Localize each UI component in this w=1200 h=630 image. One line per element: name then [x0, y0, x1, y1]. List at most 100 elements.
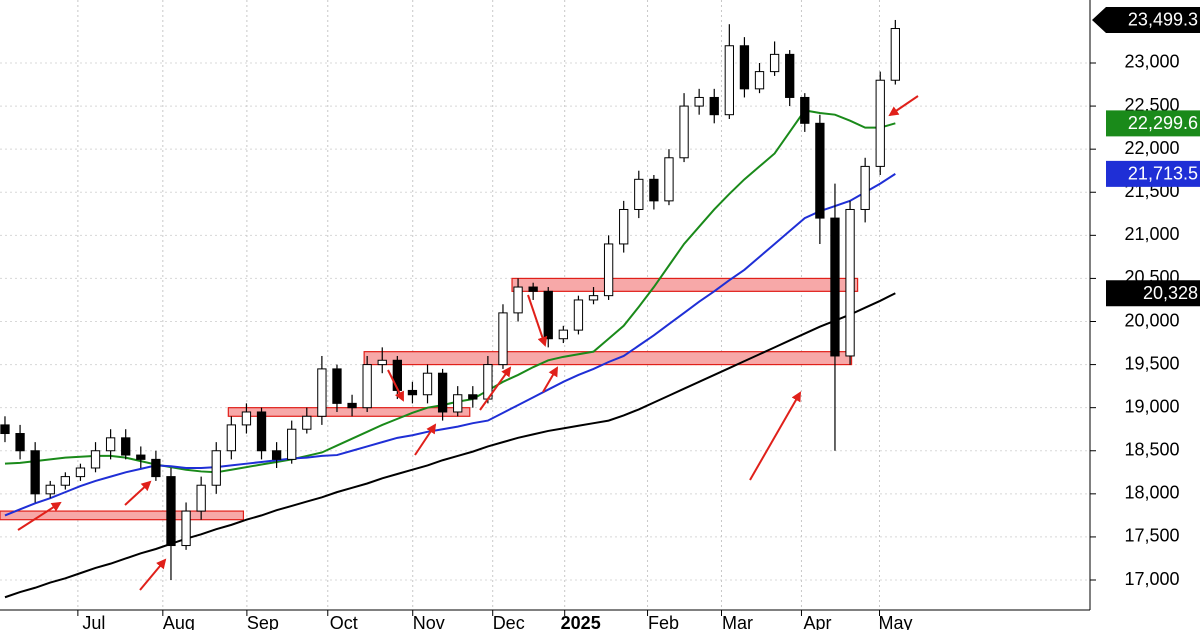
y-tick-label: 17,000: [1124, 569, 1179, 589]
candle-body: [347, 402, 357, 409]
candle-body: [60, 476, 70, 486]
candle-body: [151, 458, 161, 478]
candle-body: [392, 359, 402, 391]
candle-body: [407, 389, 418, 396]
candle-body: [196, 484, 206, 512]
candle-body: [890, 28, 900, 81]
candle-body: [271, 450, 282, 460]
candle-body: [136, 454, 146, 460]
x-tick-label: Sep: [247, 613, 279, 630]
candle-body: [30, 450, 40, 495]
candle-body: [211, 450, 221, 486]
candle-body: [815, 122, 825, 219]
candle-body: [603, 243, 614, 297]
x-tick-label: Dec: [493, 613, 525, 630]
candle-body: [437, 372, 448, 413]
candle-body: [694, 96, 704, 107]
candle-body: [573, 299, 584, 331]
y-tick-label: 23,000: [1124, 52, 1179, 72]
candle-body: [241, 411, 252, 426]
arrow: [479, 366, 512, 411]
candle-body: [453, 394, 463, 413]
candle-body: [664, 157, 674, 202]
price-label-box: [1106, 160, 1200, 187]
candle-body: [649, 178, 659, 202]
candle-body: [105, 437, 116, 452]
moving-average-line: [4, 292, 896, 599]
candle-body: [845, 208, 855, 357]
y-tick-label: 17,500: [1124, 526, 1179, 546]
arrow: [527, 294, 548, 347]
x-tick-label: 2025: [561, 613, 601, 630]
price-label-box: [1106, 110, 1200, 137]
y-tick-label: 21,000: [1124, 224, 1179, 244]
annotation-arrows: [17, 95, 919, 591]
x-tick-label: Apr: [803, 613, 831, 630]
candle-body: [543, 290, 553, 340]
y-tick-label: 22,000: [1124, 138, 1179, 158]
candle-body: [75, 467, 86, 478]
x-tick-label: Nov: [413, 613, 445, 630]
candle-body: [528, 286, 538, 292]
candle-body: [15, 433, 25, 452]
candle-body: [830, 217, 840, 357]
candle-body: [785, 53, 795, 98]
candle-body: [513, 286, 523, 314]
candle-body: [588, 295, 599, 301]
support-zone: [511, 277, 859, 292]
arrow: [749, 391, 801, 481]
moving-average-line: [4, 173, 896, 517]
candle-body: [468, 394, 478, 400]
y-tick-label: 22,500: [1124, 95, 1179, 115]
x-tick-label: May: [878, 613, 912, 630]
support-zone: [0, 510, 245, 521]
x-tick-label: Aug: [163, 613, 195, 630]
candle-body: [377, 359, 387, 366]
candle-body: [754, 71, 765, 90]
candle-body: [619, 208, 629, 245]
x-tick-label: Mar: [722, 613, 753, 630]
y-tick-label: 19,000: [1124, 396, 1179, 416]
candle-body: [226, 424, 236, 452]
candle-body: [181, 510, 191, 547]
candle-body: [498, 312, 508, 366]
y-tick-label: 18,500: [1124, 440, 1179, 460]
candle-body: [362, 364, 372, 409]
arrow: [139, 558, 167, 591]
candle-body: [709, 96, 719, 116]
y-tick-label: 19,500: [1124, 353, 1179, 373]
candle-body: [256, 411, 267, 452]
candle-body: [724, 45, 734, 116]
candle-body: [860, 165, 870, 210]
price-label: 21,713.5: [1128, 164, 1198, 184]
arrow: [387, 369, 404, 402]
candle-body: [121, 437, 131, 456]
candle-body: [634, 178, 644, 210]
arrow: [17, 501, 62, 531]
candle-body: [45, 484, 55, 495]
zones: [0, 277, 859, 521]
candle-body: [0, 424, 10, 435]
candle-body: [739, 45, 750, 90]
candle-body: [679, 105, 689, 159]
y-tick-label: 18,000: [1124, 483, 1179, 503]
arrow: [414, 423, 437, 456]
price-label: 22,299.6: [1128, 113, 1198, 133]
support-zone: [363, 351, 853, 366]
y-tick-label: 20,000: [1124, 310, 1179, 330]
price-label: 20,328: [1143, 283, 1198, 303]
candle-body: [332, 368, 342, 404]
candle-body: [875, 79, 885, 167]
candle-body: [302, 415, 312, 430]
x-tick-label: Oct: [330, 613, 358, 630]
candles: [0, 19, 900, 581]
arrow: [124, 480, 152, 506]
candle-body: [800, 96, 810, 124]
candle-body: [558, 329, 568, 340]
candle-body: [287, 428, 297, 460]
price-label-box: [1106, 280, 1200, 307]
axis-labels: 17,000 17,500 18,000 18,500 19,000 19,500 20,0…: [77, 6, 1200, 630]
arrow: [888, 95, 919, 117]
